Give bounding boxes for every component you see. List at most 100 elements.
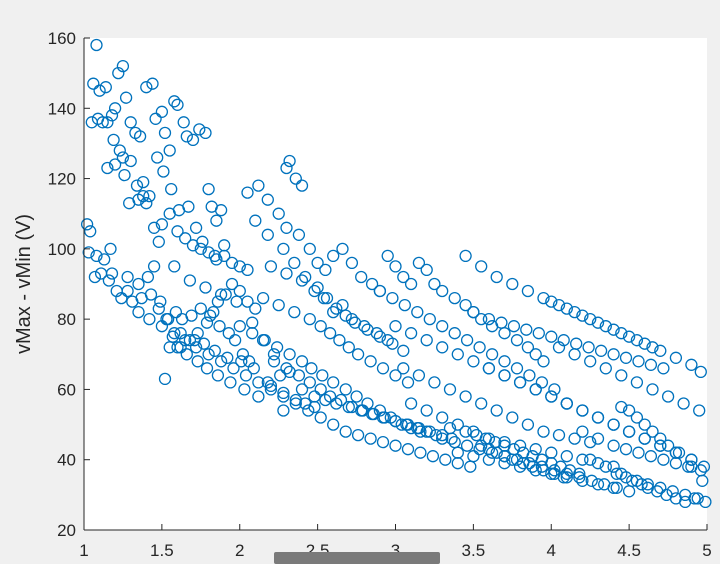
scatter-point (295, 383, 309, 396)
scatter-point (537, 425, 550, 438)
scatter-point (498, 355, 511, 368)
scatter-point (149, 112, 162, 125)
scatter-point (323, 327, 337, 340)
scatter-point (112, 66, 125, 80)
scatter-point (339, 425, 352, 438)
scatter-point (381, 249, 394, 263)
scatter-point (280, 221, 293, 234)
scatter-point (584, 355, 597, 368)
scatter-point (429, 428, 443, 442)
scatter-point (119, 91, 133, 104)
scatter-point (241, 263, 254, 277)
scatter-point (451, 418, 464, 431)
scatter-point (133, 130, 147, 143)
scatter-point (669, 351, 683, 364)
scatter-point (317, 291, 331, 305)
scatter-point (177, 116, 190, 129)
scatter-point (475, 439, 488, 452)
scatter-point (523, 369, 536, 382)
scatter-point (163, 207, 176, 220)
y-tick-label: 140 (48, 99, 76, 118)
scatter-point (295, 179, 309, 192)
scatter-point (426, 450, 440, 463)
scatter-point (443, 421, 457, 435)
scatter-point (264, 383, 278, 396)
scatter-point (289, 397, 302, 410)
scatter-point (155, 320, 169, 333)
scatter-point (537, 355, 550, 368)
scatter-point (327, 305, 340, 319)
scatter-point (261, 228, 274, 241)
scatter-point (498, 435, 511, 449)
scatter-point (249, 214, 262, 227)
scatter-point (584, 435, 597, 449)
scatter-point (277, 390, 290, 403)
scatter-point (180, 348, 193, 361)
scatter-point (155, 105, 169, 118)
scatter-point (191, 355, 204, 368)
scatter-point (485, 348, 499, 361)
scatter-point (646, 425, 659, 438)
scatter-point (342, 341, 355, 354)
scatter-point (459, 390, 472, 403)
scatter-point (194, 242, 207, 256)
scatter-point (436, 411, 449, 424)
scatter-point (261, 193, 274, 206)
toolbar-strip[interactable] (274, 552, 440, 564)
scatter-point (682, 460, 695, 473)
scatter-point (270, 341, 284, 354)
scatter-point (316, 369, 329, 382)
scatter-point (420, 263, 433, 277)
scatter-point (599, 320, 612, 333)
scatter-point (591, 457, 605, 470)
scatter-point (225, 256, 239, 270)
scatter-point (88, 270, 102, 284)
scatter-point (401, 443, 415, 456)
scatter-point (630, 411, 644, 424)
scatter-point (475, 260, 488, 273)
scatter-point (130, 179, 144, 192)
scatter-point (404, 397, 418, 410)
scatter-point (219, 288, 232, 301)
scatter-point (336, 242, 349, 256)
scatter-point (386, 291, 399, 305)
scatter-point (537, 291, 550, 305)
scatter-point (345, 312, 359, 326)
scatter-point (280, 362, 293, 375)
scatter-point (189, 341, 203, 354)
scatter-point (345, 256, 359, 270)
scatter-point (96, 116, 109, 129)
scatter-point (308, 284, 321, 298)
scatter-point (685, 453, 698, 466)
scatter-point (146, 77, 159, 90)
scatter-point (113, 144, 126, 157)
scatter-point (654, 439, 667, 452)
scatter-point (661, 439, 675, 452)
scatter-point (330, 302, 343, 315)
scatter-point (498, 450, 511, 463)
scatter-point (607, 348, 620, 361)
scatter-point (171, 225, 184, 238)
scatter-point (560, 397, 573, 410)
scatter-point (436, 341, 449, 354)
scatter-point (239, 369, 253, 382)
scatter-point (619, 443, 633, 456)
scatter-point (591, 432, 605, 445)
scatter-point (99, 81, 112, 94)
scatter-point (535, 376, 549, 389)
scatter-point (482, 312, 496, 326)
scatter-point (144, 288, 158, 301)
scatter-point (319, 393, 332, 407)
scatter-point (264, 379, 278, 393)
scatter-point (208, 344, 221, 357)
scatter-point (576, 453, 589, 466)
scatter-point (657, 362, 670, 375)
scatter-point (467, 355, 480, 368)
scatter-point (364, 432, 377, 445)
scatter-point (199, 281, 212, 294)
scatter-point (225, 277, 239, 291)
scatter-point (498, 369, 511, 382)
scatter-point (485, 446, 499, 459)
scatter-point (116, 59, 130, 73)
scatter-point (560, 302, 573, 315)
